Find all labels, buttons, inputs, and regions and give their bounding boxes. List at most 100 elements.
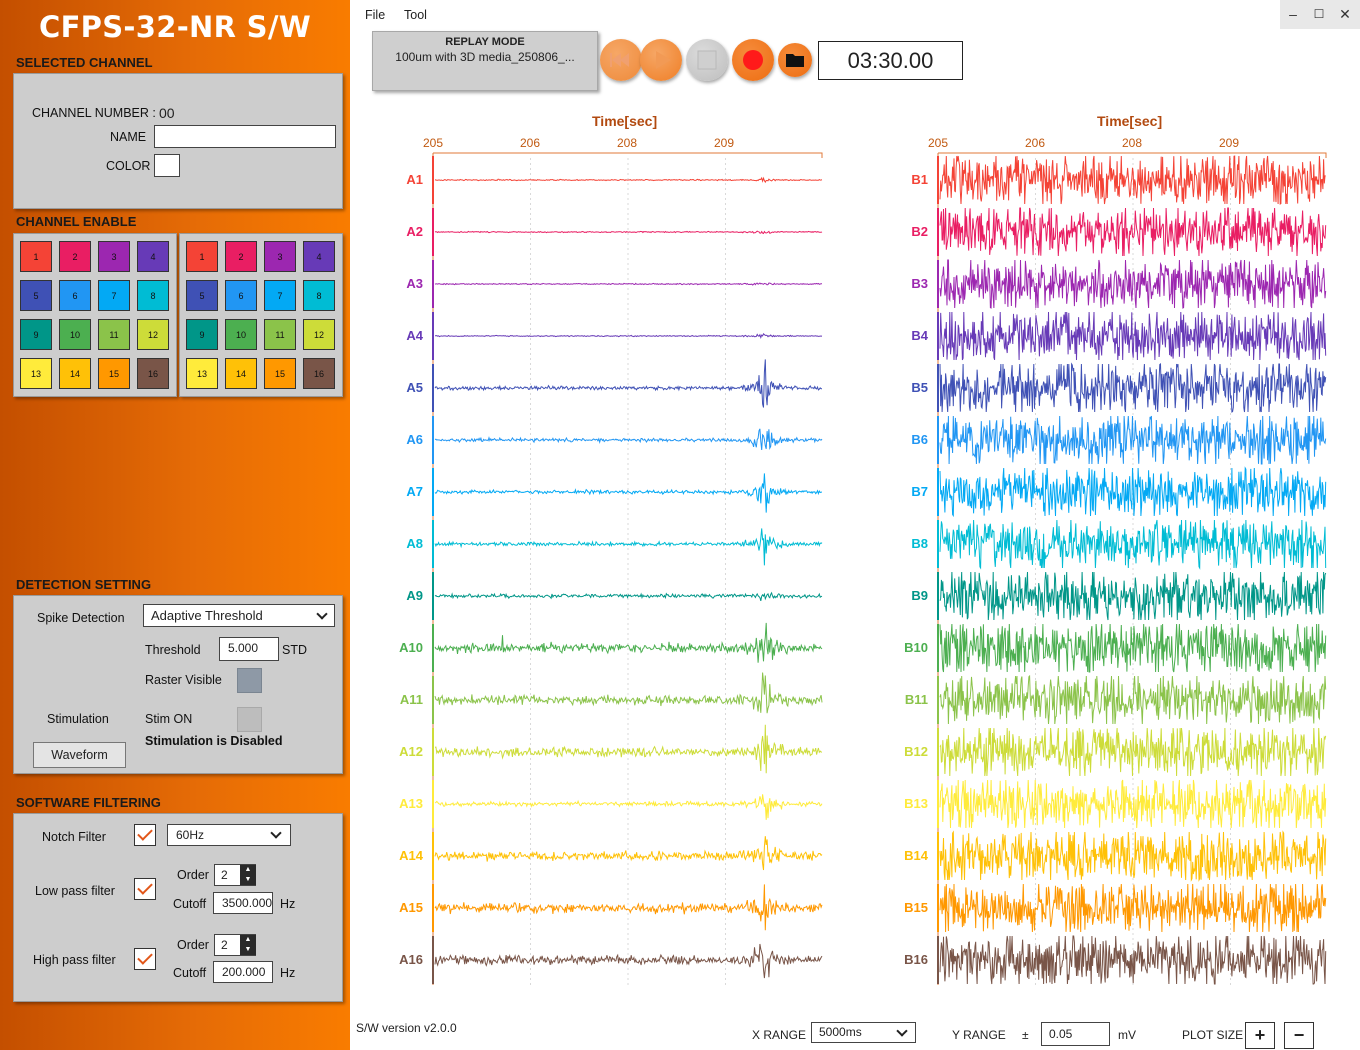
channel-toggle-a-12[interactable]: 12 [137, 319, 169, 350]
channel-toggle-a-4[interactable]: 4 [137, 241, 169, 272]
threshold-input[interactable]: 5.000 [219, 637, 279, 661]
channel-toggle-b-13[interactable]: 13 [186, 358, 218, 389]
high-pass-filter-checkbox[interactable] [134, 948, 156, 970]
low-pass-cutoff-input[interactable]: 3500.000 [213, 892, 273, 914]
trace-b8 [939, 519, 1327, 570]
channel-label-a15: A15 [399, 900, 423, 915]
stim-on-toggle[interactable] [237, 707, 262, 732]
spike-detection-label: Spike Detection [37, 611, 125, 625]
channel-toggle-b-10[interactable]: 10 [225, 319, 257, 350]
raster-visible-label: Raster Visible [145, 673, 222, 687]
trace-a12 [434, 724, 823, 774]
channel-toggle-a-3[interactable]: 3 [98, 241, 130, 272]
high-pass-cutoff-input[interactable]: 200.000 [213, 961, 273, 983]
trace-a1 [434, 176, 823, 184]
replay-mode-button[interactable]: REPLAY MODE 100um with 3D media_250806_.… [372, 31, 598, 91]
channel-toggle-b-6[interactable]: 6 [225, 280, 257, 311]
waveform-button[interactable]: Waveform [33, 742, 126, 768]
raster-visible-toggle[interactable] [237, 668, 262, 693]
rewind-button[interactable] [600, 39, 642, 81]
menu-tool[interactable]: Tool [404, 8, 427, 22]
channel-toggle-b-4[interactable]: 4 [303, 241, 335, 272]
channel-toggle-b-1[interactable]: 1 [186, 241, 218, 272]
channel-label-a16: A16 [399, 952, 423, 967]
channel-toggle-a-1[interactable]: 1 [20, 241, 52, 272]
channel-label-a1: A1 [406, 172, 423, 187]
spin-down-icon[interactable]: ▼ [240, 945, 256, 955]
channel-toggle-b-15[interactable]: 15 [264, 358, 296, 389]
channel-toggle-a-14[interactable]: 14 [59, 358, 91, 389]
plot-size-label: PLOT SIZE [1182, 1028, 1244, 1042]
rewind-icon [610, 53, 629, 67]
spike-detection-dropdown[interactable]: Adaptive Threshold [143, 604, 335, 627]
channel-toggle-b-14[interactable]: 14 [225, 358, 257, 389]
x-range-dropdown[interactable]: 5000ms [811, 1022, 916, 1043]
channel-toggle-b-11[interactable]: 11 [264, 319, 296, 350]
channel-toggle-b-16[interactable]: 16 [303, 358, 335, 389]
channel-toggle-b-12[interactable]: 12 [303, 319, 335, 350]
channel-toggle-a-15[interactable]: 15 [98, 358, 130, 389]
channel-label-a11: A11 [399, 692, 423, 707]
plot-size-increase-button[interactable]: + [1245, 1022, 1275, 1049]
channel-toggle-a-5[interactable]: 5 [20, 280, 52, 311]
channel-toggle-a-8[interactable]: 8 [137, 280, 169, 311]
channel-label-b14: B14 [904, 848, 928, 863]
plot-b-tick: 205 [928, 136, 949, 150]
record-button[interactable] [732, 39, 774, 81]
channel-toggle-a-11[interactable]: 11 [98, 319, 130, 350]
notch-frequency-dropdown[interactable]: 60Hz [167, 824, 291, 846]
stop-button[interactable] [686, 39, 728, 81]
app-title: CFPS-32-NR S/W [38, 10, 312, 44]
channel-label-b4: B4 [911, 328, 928, 343]
y-range-input[interactable]: 0.05 [1041, 1022, 1110, 1046]
checkmark-icon [137, 825, 153, 841]
channel-toggle-b-9[interactable]: 9 [186, 319, 218, 350]
channel-toggle-a-6[interactable]: 6 [59, 280, 91, 311]
version-label: S/W version v2.0.0 [356, 1021, 457, 1035]
close-icon[interactable]: ✕ [1339, 6, 1351, 22]
trace-b6 [939, 415, 1327, 465]
channel-toggle-b-3[interactable]: 3 [264, 241, 296, 272]
channel-toggle-a-13[interactable]: 13 [20, 358, 52, 389]
open-folder-button[interactable] [778, 43, 812, 77]
trace-b9 [939, 571, 1327, 621]
channel-toggle-a-7[interactable]: 7 [98, 280, 130, 311]
menu-file[interactable]: File [365, 8, 386, 22]
maximize-icon[interactable]: ☐ [1313, 7, 1325, 21]
plot-a-tick: 208 [617, 136, 638, 150]
channel-toggle-a-16[interactable]: 16 [137, 358, 169, 389]
channel-toggle-b-5[interactable]: 5 [186, 280, 218, 311]
chevron-down-icon [270, 827, 282, 839]
color-swatch-button[interactable] [154, 154, 180, 177]
channel-toggle-b-7[interactable]: 7 [264, 280, 296, 311]
channel-label-b6: B6 [911, 432, 928, 447]
channel-toggle-a-10[interactable]: 10 [59, 319, 91, 350]
record-icon [743, 50, 763, 70]
channel-toggle-a-2[interactable]: 2 [59, 241, 91, 272]
selected-channel-title: SELECTED CHANNEL [16, 55, 153, 70]
channel-label-b3: B3 [911, 276, 928, 291]
trace-b7 [939, 466, 1327, 518]
trace-b13 [939, 779, 1327, 829]
channel-toggle-b-2[interactable]: 2 [225, 241, 257, 272]
plot-size-decrease-button[interactable]: − [1284, 1022, 1314, 1049]
channel-label-a10: A10 [399, 640, 423, 655]
stimulation-status: Stimulation is Disabled [145, 734, 283, 748]
sidebar: CFPS-32-NR S/W SELECTED CHANNEL CHANNEL … [0, 0, 350, 1050]
channel-toggle-b-8[interactable]: 8 [303, 280, 335, 311]
channel-label-b15: B15 [904, 900, 928, 915]
spin-up-icon[interactable]: ▲ [240, 865, 256, 875]
trace-a7 [434, 473, 822, 513]
spin-up-icon[interactable]: ▲ [240, 935, 256, 945]
x-range-value: 5000ms [819, 1025, 862, 1039]
channel-label-b5: B5 [911, 380, 928, 395]
name-input[interactable] [154, 125, 336, 148]
channel-toggle-a-9[interactable]: 9 [20, 319, 52, 350]
trace-a6 [434, 428, 823, 451]
play-button[interactable] [640, 39, 682, 81]
low-pass-filter-checkbox[interactable] [134, 878, 156, 900]
notch-filter-checkbox[interactable] [134, 824, 156, 846]
minimize-icon[interactable]: – [1289, 6, 1297, 22]
spin-down-icon[interactable]: ▼ [240, 875, 256, 885]
trace-b4 [939, 311, 1327, 361]
